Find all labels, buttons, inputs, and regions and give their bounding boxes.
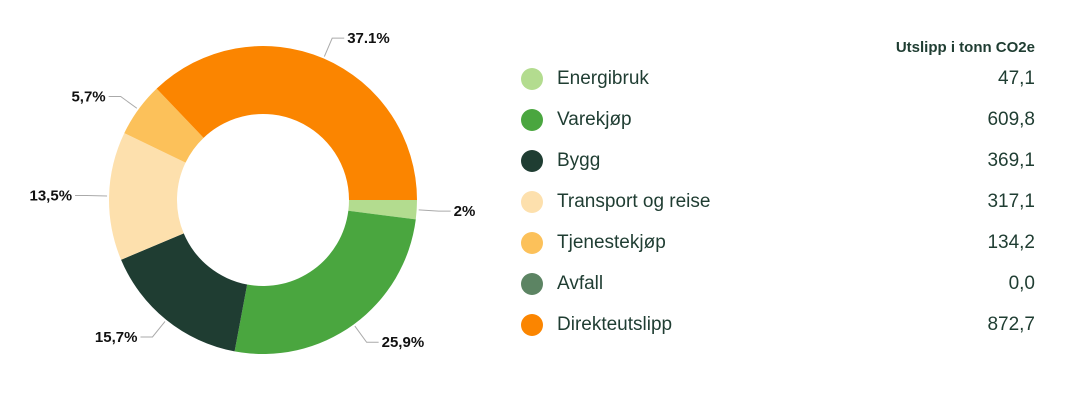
donut-chart-svg: 2% 25,9% 15,7% 13,5% 5,7% 37.1% — [30, 30, 476, 354]
slice-tjenestekj-p — [124, 88, 204, 163]
legend-value: 317,1 — [987, 190, 1035, 212]
legend-column-header: Utslipp i tonn CO2e — [895, 39, 1035, 56]
slice-varekj-p — [234, 210, 416, 354]
legend-item-tjenestekj-p: Tjenestekjøp 134,2 — [515, 222, 1035, 263]
percent-label-direkteutslipp: 37.1% — [347, 30, 390, 47]
legend-value: 872,7 — [987, 313, 1035, 335]
legend-swatch — [521, 231, 543, 254]
legend-swatch — [521, 149, 543, 172]
legend-label: Energibruk — [557, 67, 649, 89]
legend-swatch — [521, 272, 543, 295]
percent-label-energibruk: 2% — [454, 203, 476, 220]
leader-line-transport-og-reise — [75, 195, 108, 197]
legend-swatch — [521, 190, 543, 213]
legend-label: Transport og reise — [557, 190, 711, 212]
percent-label-varekj-p: 25,9% — [382, 334, 425, 351]
legend-item-direkteutslipp: Direkteutslipp 872,7 — [515, 304, 1035, 345]
legend-swatch — [521, 108, 543, 131]
leader-line-direkteutslipp — [323, 37, 345, 57]
slice-transport-og-reise — [109, 133, 186, 260]
slice-direkteutslipp — [156, 45, 418, 200]
percent-label-bygg: 15,7% — [95, 329, 138, 346]
legend-panel: Utslipp i tonn CO2e Energibruk 47,1 Varekj… — [515, 28, 1035, 345]
slice-bygg — [121, 233, 248, 352]
legend-item-avfall: Avfall 0,0 — [515, 263, 1035, 304]
leader-line-varekj-p — [354, 325, 379, 343]
leader-line-bygg — [140, 321, 166, 338]
legend-swatch — [521, 313, 543, 336]
legend-label: Bygg — [557, 149, 601, 171]
legend-value: 369,1 — [987, 149, 1035, 171]
leader-line-tjenestekj-p — [108, 95, 138, 109]
legend-value: 609,8 — [987, 108, 1035, 130]
leader-line-energibruk — [418, 209, 451, 212]
legend-label: Varekjøp — [557, 108, 632, 130]
legend-value: 0,0 — [1008, 272, 1035, 294]
percent-label-transport-og-reise: 13,5% — [30, 188, 73, 205]
legend-label: Avfall — [557, 272, 604, 294]
percent-label-tjenestekj-p: 5,7% — [71, 88, 105, 105]
legend-item-bygg: Bygg 369,1 — [515, 140, 1035, 181]
legend-item-varekj-p: Varekjøp 609,8 — [515, 99, 1035, 140]
legend-swatch — [521, 67, 543, 90]
legend-label: Tjenestekjøp — [557, 231, 666, 253]
donut-chart: 2% 25,9% 15,7% 13,5% 5,7% 37.1% — [0, 0, 500, 412]
legend-item-transport-og-reise: Transport og reise 317,1 — [515, 181, 1035, 222]
legend-item-energibruk: Energibruk 47,1 — [515, 58, 1035, 99]
legend-list: Energibruk 47,1 Varekjøp 609,8 Bygg 369,1 Tran… — [515, 58, 1035, 345]
legend-value: 134,2 — [987, 231, 1035, 253]
slice-energibruk — [348, 200, 417, 220]
legend-label: Direkteutslipp — [557, 313, 673, 335]
legend-value: 47,1 — [998, 67, 1035, 89]
